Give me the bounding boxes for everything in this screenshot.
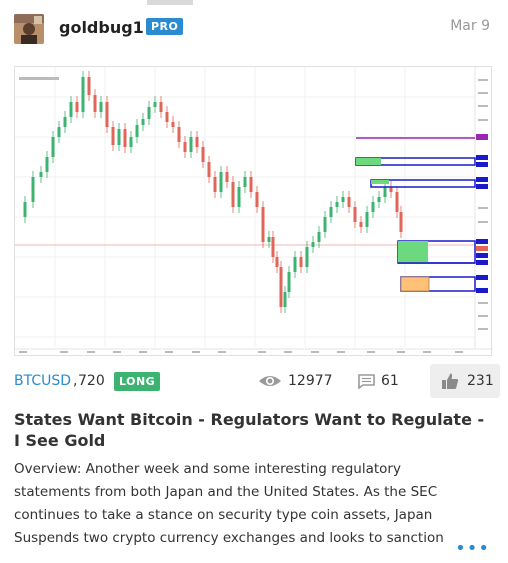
- candle-body: [237, 187, 241, 207]
- comment-icon: [358, 373, 375, 389]
- pro-badge: PRO: [146, 18, 184, 35]
- candle-body: [225, 172, 229, 182]
- candle-body: [267, 237, 271, 242]
- thumbs-up-icon: [442, 373, 459, 389]
- candle-body: [399, 212, 403, 232]
- candle-body: [39, 172, 43, 177]
- candle-body: [317, 232, 321, 242]
- symbol-separator: ,: [73, 373, 78, 389]
- candle-body: [347, 197, 351, 207]
- candle-body: [249, 177, 253, 192]
- direction-badge: LONG: [114, 372, 161, 391]
- candle-body: [371, 202, 375, 212]
- candle-body: [171, 122, 175, 127]
- candle-body: [23, 202, 27, 217]
- candle-body: [275, 257, 279, 267]
- candle-body: [159, 102, 163, 112]
- candle-body: [189, 137, 193, 152]
- candle-body: [279, 267, 283, 307]
- candle-body: [335, 202, 339, 207]
- candle-body: [195, 137, 199, 147]
- candle-body: [271, 237, 275, 257]
- post-header: goldbug1 PRO Mar 9: [14, 14, 494, 44]
- candle-body: [219, 172, 223, 192]
- candle-body: [135, 125, 139, 137]
- eye-icon: [259, 376, 281, 386]
- candle-body: [287, 272, 291, 292]
- candle-body: [123, 129, 127, 147]
- candle-body: [299, 257, 303, 267]
- candle-body: [153, 102, 157, 107]
- candle-body: [365, 212, 369, 227]
- candle-body: [93, 95, 97, 112]
- post-description: Overview: Another week and some interest…: [14, 461, 444, 546]
- like-button[interactable]: 231: [430, 364, 500, 398]
- candle-body: [165, 112, 169, 122]
- candle-body: [63, 117, 67, 127]
- candle-body: [283, 292, 287, 307]
- comments-stat[interactable]: 61: [358, 373, 399, 389]
- candle-body: [329, 207, 333, 217]
- candle-body: [99, 102, 103, 112]
- more-dots-icon[interactable]: •••: [455, 538, 490, 559]
- candle-body: [231, 182, 235, 207]
- candle-body: [81, 77, 85, 112]
- candle-body: [87, 77, 91, 95]
- post-title[interactable]: States Want Bitcoin - Regulators Want to…: [14, 410, 485, 450]
- candle-body: [383, 187, 387, 197]
- candle-body: [183, 142, 187, 152]
- candle-body: [395, 192, 399, 212]
- candle-body: [57, 127, 61, 137]
- candle-body: [45, 157, 49, 172]
- candle-body: [207, 162, 211, 177]
- likes-count: 231: [467, 373, 494, 389]
- candle-body: [31, 177, 35, 202]
- candle-body: [75, 102, 79, 112]
- candle-body: [147, 107, 151, 119]
- candle-body: [293, 257, 297, 272]
- candle-body: [353, 207, 357, 222]
- username-link[interactable]: goldbug1: [59, 18, 144, 37]
- candle-body: [201, 147, 205, 162]
- candle-body: [341, 197, 345, 202]
- post-date: Mar 9: [450, 18, 490, 34]
- candle-body: [129, 137, 133, 147]
- top-indicator-bar: [147, 0, 193, 5]
- candle-body: [69, 102, 73, 117]
- candle-body: [311, 242, 315, 247]
- candle-body: [389, 187, 393, 192]
- views-count: 12977: [288, 373, 333, 389]
- candle-body: [359, 222, 363, 227]
- candle-body: [261, 207, 265, 242]
- chart-preview[interactable]: [14, 66, 493, 356]
- candle-body: [105, 102, 109, 127]
- candle-body: [111, 127, 115, 145]
- avatar[interactable]: [14, 14, 44, 44]
- interval-label: 720: [78, 373, 105, 389]
- candle-body: [377, 197, 381, 202]
- candle-body: [213, 177, 217, 192]
- avatar-image: [14, 14, 44, 44]
- candle-body: [51, 137, 55, 157]
- candle-body: [305, 247, 309, 267]
- symbol-link[interactable]: BTCUSD: [14, 373, 72, 389]
- views-stat: 12977: [258, 373, 333, 389]
- candle-body: [141, 119, 145, 125]
- candle-body: [117, 129, 121, 145]
- candle-body: [323, 217, 327, 232]
- comments-count: 61: [381, 373, 399, 389]
- candle-body: [255, 192, 259, 207]
- candle-body: [177, 127, 181, 142]
- candle-body: [243, 177, 247, 187]
- chart-image: [15, 67, 493, 353]
- post-meta-row: BTCUSD , 720 LONG 12977 61 231: [14, 364, 500, 398]
